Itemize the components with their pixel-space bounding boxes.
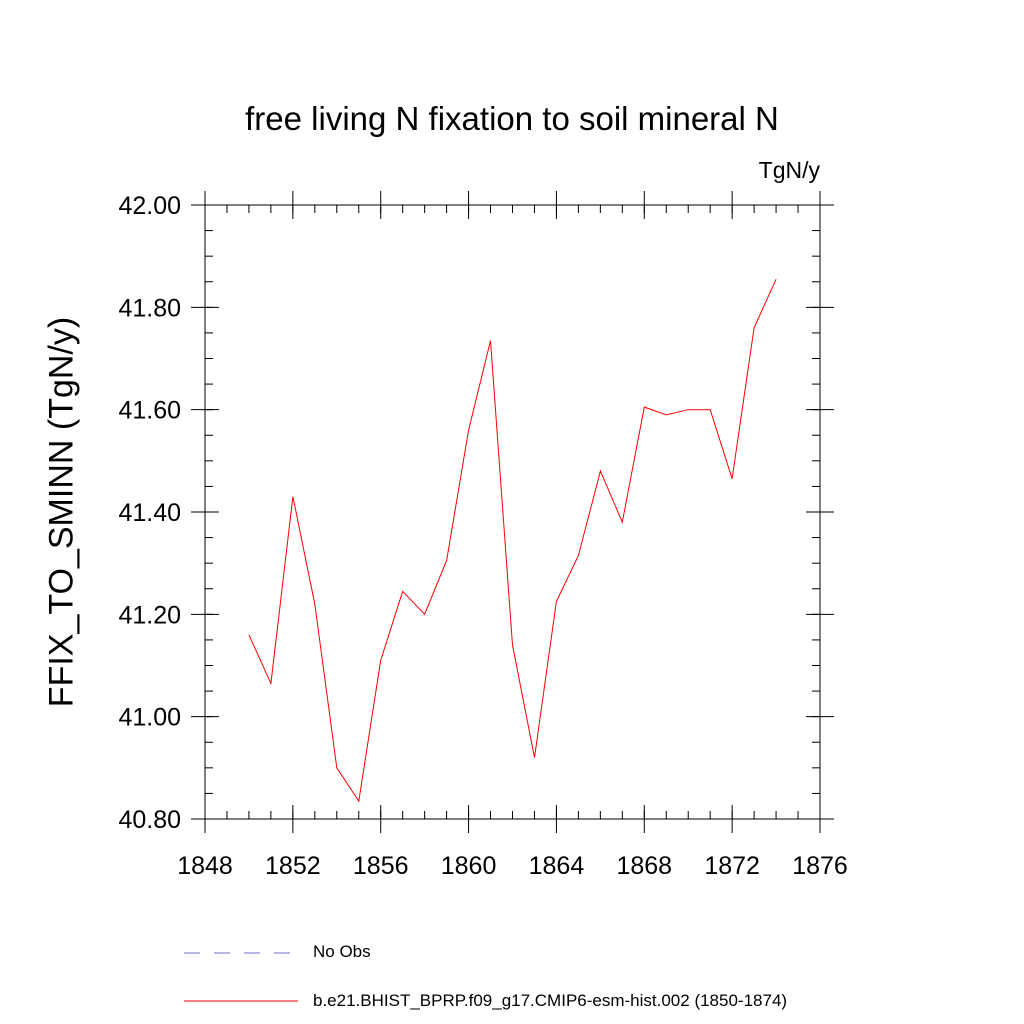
series-line (248, 278, 777, 803)
y-tick-label: 40.80 (118, 806, 181, 834)
legend-label-model-run: b.e21.BHIST_BPRP.f09_g17.CMIP6-esm-hist.… (313, 991, 788, 1010)
legend-label-no-obs: No Obs (313, 942, 371, 961)
x-tick-label: 1852 (265, 852, 321, 880)
y-tick-label: 41.20 (118, 601, 181, 629)
x-tick-label: 1872 (704, 852, 760, 880)
x-tick-label: 1868 (616, 852, 672, 880)
units-label: TgN/y (758, 157, 820, 183)
chart-title: free living N fixation to soil mineral N (245, 100, 779, 137)
x-tick-label: 1856 (353, 852, 409, 880)
x-tick-label: 1848 (177, 852, 233, 880)
x-tick-label: 1860 (441, 852, 497, 880)
y-tick-label: 41.60 (118, 397, 181, 425)
y-axis-label: FFIX_TO_SMINN (TgN/y) (42, 316, 81, 708)
y-tick-label: 41.40 (118, 499, 181, 527)
x-tick-label: 1864 (529, 852, 585, 880)
plot-frame (204, 204, 821, 820)
y-tick-label: 42.00 (118, 192, 181, 220)
x-tick-label: 1876 (792, 852, 848, 880)
y-tick-label: 41.80 (118, 294, 181, 322)
y-tick-label: 41.00 (118, 704, 181, 732)
